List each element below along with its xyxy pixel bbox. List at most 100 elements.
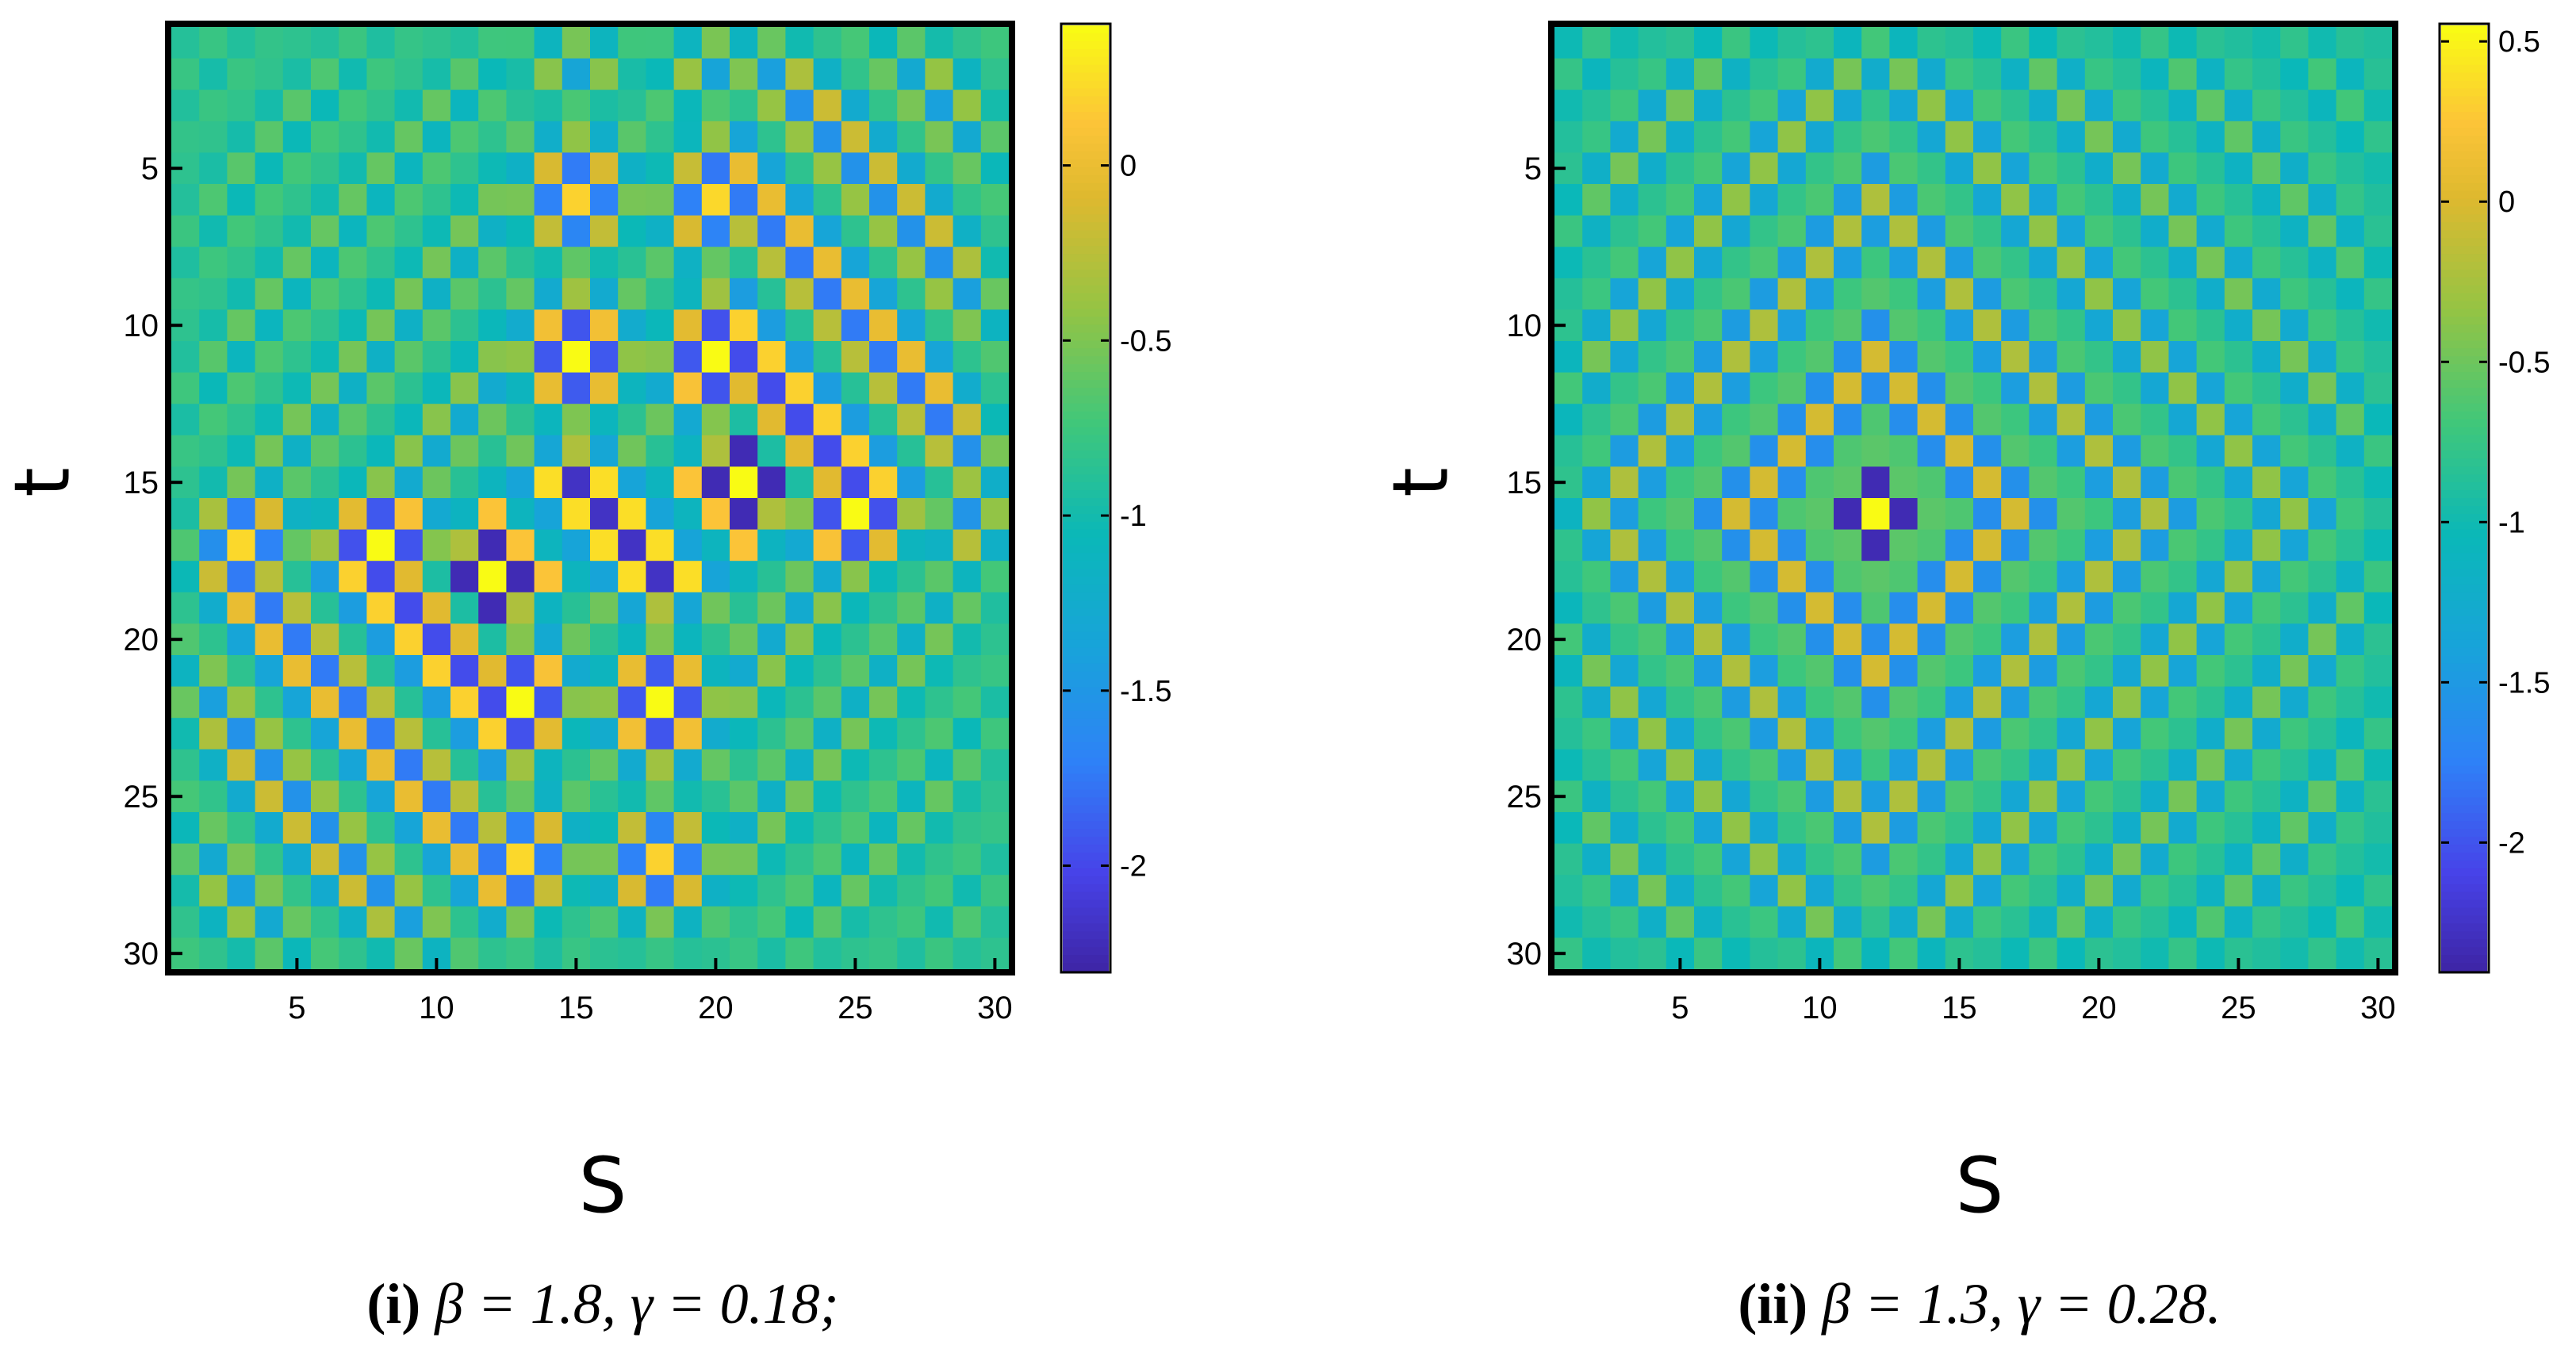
heatmap-cell: [813, 812, 842, 845]
heatmap-cell: [1777, 623, 1807, 656]
heatmap-cell: [394, 215, 424, 247]
heatmap-cell: [1917, 812, 1946, 845]
heatmap-cell: [366, 184, 396, 217]
heatmap-cell: [199, 27, 228, 59]
heatmap-cell: [2336, 404, 2365, 436]
heatmap-cell: [953, 498, 982, 531]
heatmap-cell: [897, 843, 926, 876]
heatmap-cell: [450, 341, 479, 374]
colorbar-strip: [2441, 955, 2487, 964]
heatmap-cell: [841, 58, 870, 90]
heatmap-cell: [311, 937, 339, 970]
heatmap-cell: [1666, 58, 1695, 90]
heatmap-cell: [339, 184, 367, 217]
heatmap-cell: [1861, 623, 1890, 656]
heatmap-cell: [255, 121, 284, 153]
heatmap-cell: [897, 278, 926, 310]
heatmap-cell: [2001, 152, 2030, 185]
heatmap-cell: [1889, 372, 1919, 404]
heatmap-cell: [813, 90, 842, 122]
heatmap-cell: [1917, 466, 1946, 499]
heatmap-cell: [506, 529, 535, 562]
heatmap-cell: [282, 592, 312, 624]
heatmap-cell: [339, 875, 367, 907]
heatmap-cell: [2084, 749, 2114, 781]
heatmap-cell: [673, 121, 703, 153]
heatmap-cell: [897, 184, 926, 217]
colorbar-strip: [1063, 380, 1109, 389]
heatmap-cell: [1861, 215, 1890, 247]
heatmap-cell: [2057, 372, 2086, 404]
heatmap-cell: [1554, 498, 1583, 531]
heatmap-cell: [1554, 875, 1583, 907]
heatmap-cell: [1666, 592, 1695, 624]
heatmap-cell: [1945, 372, 1974, 404]
heatmap-cell: [311, 592, 339, 624]
heatmap-cell: [2168, 466, 2198, 499]
heatmap-cell: [478, 780, 507, 813]
colorbar-strip: [2441, 380, 2487, 389]
heatmap-cell: [730, 592, 758, 624]
heatmap-cell: [980, 498, 1010, 531]
heatmap-cell: [953, 718, 982, 750]
heatmap-cell: [785, 623, 815, 656]
heatmap-cell: [925, 152, 954, 185]
heatmap-cell: [2057, 152, 2086, 185]
heatmap-cell: [980, 184, 1010, 217]
heatmap-cell: [171, 247, 200, 279]
heatmap-cell: [1834, 435, 1862, 467]
heatmap-cell: [1582, 58, 1611, 90]
colorbar-strip: [2441, 411, 2487, 420]
heatmap-cell: [1973, 278, 2002, 310]
heatmap-cell: [785, 749, 815, 781]
heatmap-cell: [1889, 27, 1919, 59]
heatmap-cell: [366, 278, 396, 310]
heatmap-cell: [2057, 592, 2086, 624]
heatmap-cell: [562, 843, 591, 876]
heatmap-cell: [730, 561, 758, 593]
heatmap-cell: [2363, 686, 2393, 719]
colorbar-strip: [2441, 687, 2487, 696]
colorbar-strip: [1063, 72, 1109, 82]
heatmap-cell: [199, 215, 228, 247]
heatmap-cell: [1945, 623, 1974, 656]
heatmap-cell: [339, 27, 367, 59]
heatmap-cell: [1750, 780, 1779, 813]
heatmap-cell: [506, 498, 535, 531]
colorbar-strip: [1063, 757, 1109, 767]
heatmap-cell: [1694, 561, 1723, 593]
heatmap-cell: [757, 686, 786, 719]
heatmap-cell: [2084, 875, 2114, 907]
x-tick-label: 5: [288, 991, 305, 1025]
heatmap-cell: [646, 843, 675, 876]
colorbar-strip: [2441, 285, 2487, 294]
heatmap-cell: [1805, 561, 1834, 593]
heatmap-cell: [450, 780, 479, 813]
heatmap-cell: [590, 812, 619, 845]
heatmap-cell: [1973, 466, 2002, 499]
heatmap-cell: [2029, 780, 2058, 813]
colorbar-strip: [1063, 529, 1109, 539]
heatmap-cell: [785, 27, 815, 59]
heatmap-cell: [1666, 247, 1695, 279]
colorbar-strip: [1063, 104, 1109, 113]
heatmap-cell: [2252, 184, 2281, 217]
colorbar-strip: [1063, 395, 1109, 404]
heatmap-cell: [2168, 686, 2198, 719]
heatmap-cell: [701, 435, 730, 467]
heatmap-cell: [2001, 843, 2030, 876]
heatmap-cell: [2029, 466, 2058, 499]
heatmap-cell: [1861, 309, 1890, 342]
heatmap-cell: [2168, 90, 2198, 122]
heatmap-cell: [1777, 404, 1807, 436]
heatmap-cell: [562, 27, 591, 59]
heatmap-cell: [1722, 341, 1750, 374]
heatmap-cell: [255, 906, 284, 938]
heatmap-cell: [590, 780, 619, 813]
heatmap-cell: [478, 247, 507, 279]
heatmap-cell: [1861, 718, 1890, 750]
heatmap-cell: [673, 592, 703, 624]
heatmap-cell: [478, 341, 507, 374]
heatmap-cell: [227, 718, 256, 750]
